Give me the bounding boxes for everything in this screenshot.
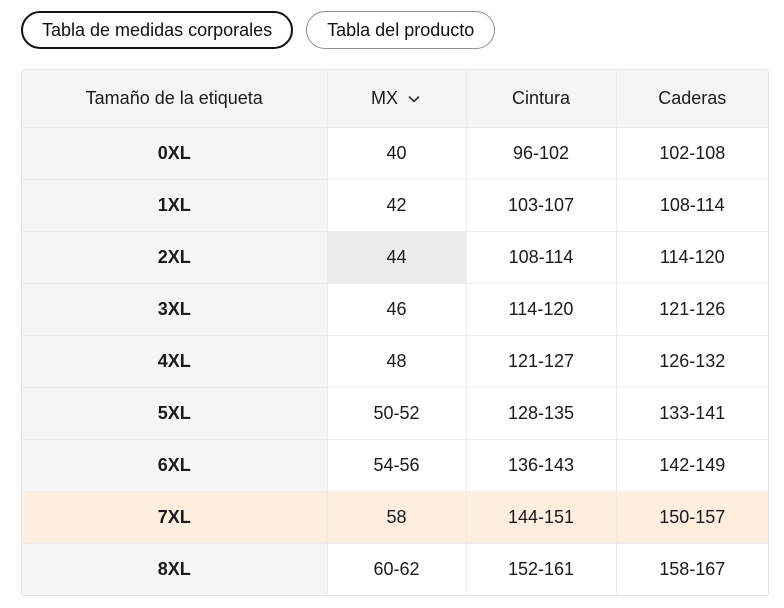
table-row: 4XL 48 121-127 126-132 — [22, 335, 768, 388]
cell-tag-size: 0XL — [22, 127, 328, 180]
cell-tag-size: 5XL — [22, 387, 328, 440]
cell-waist: 121-127 — [466, 335, 617, 388]
tab-product-measurements[interactable]: Tabla del producto — [306, 11, 496, 49]
cell-mx-size: 48 — [327, 335, 467, 388]
size-system-select[interactable]: MX — [371, 88, 422, 109]
cell-hips: 150-157 — [616, 491, 768, 544]
tab-body-measurements[interactable]: Tabla de medidas corporales — [21, 11, 294, 49]
cell-waist: 108-114 — [466, 231, 617, 284]
cell-hips: 133-141 — [616, 387, 768, 440]
cell-tag-size: 8XL — [22, 543, 328, 595]
cell-tag-size: 3XL — [22, 283, 328, 336]
cell-mx-size: 46 — [327, 283, 467, 336]
cell-tag-size: 1XL — [22, 179, 328, 232]
cell-hips: 126-132 — [616, 335, 768, 388]
size-system-label: MX — [371, 88, 398, 108]
table-row: 1XL 42 103-107 108-114 — [22, 179, 768, 232]
header-tag-size: Tamaño de la etiqueta — [22, 70, 328, 128]
cell-mx-size: 54-56 — [327, 439, 467, 492]
cell-waist: 136-143 — [466, 439, 617, 492]
cell-waist: 114-120 — [466, 283, 617, 336]
cell-waist: 144-151 — [466, 491, 617, 544]
table-row: 2XL 44 108-114 114-120 — [22, 231, 768, 284]
cell-tag-size: 6XL — [22, 439, 328, 492]
header-size-system[interactable]: MX — [327, 70, 467, 128]
cell-waist: 128-135 — [466, 387, 617, 440]
cell-hips: 108-114 — [616, 179, 768, 232]
cell-hips: 114-120 — [616, 231, 768, 284]
cell-tag-size: 2XL — [22, 231, 328, 284]
cell-mx-size: 40 — [327, 127, 467, 180]
table-row: 8XL 60-62 152-161 158-167 — [22, 543, 768, 595]
cell-mx-size: 58 — [327, 491, 467, 544]
chart-tabs: Tabla de medidas corporales Tabla del pr… — [21, 11, 496, 49]
cell-hips: 142-149 — [616, 439, 768, 492]
cell-tag-size: 4XL — [22, 335, 328, 388]
cell-mx-size: 60-62 — [327, 543, 467, 595]
table-row: 7XL 58 144-151 150-157 — [22, 491, 768, 544]
cell-hips: 158-167 — [616, 543, 768, 595]
cell-waist: 152-161 — [466, 543, 617, 595]
cell-hips: 121-126 — [616, 283, 768, 336]
size-table: Tamaño de la etiqueta MX Cintura Caderas… — [22, 70, 768, 595]
cell-hips: 102-108 — [616, 127, 768, 180]
cell-tag-size: 7XL — [22, 491, 328, 544]
cell-mx-size: 42 — [327, 179, 467, 232]
size-chart: Tamaño de la etiqueta MX Cintura Caderas… — [21, 69, 769, 596]
cell-waist: 96-102 — [466, 127, 617, 180]
table-row: 0XL 40 96-102 102-108 — [22, 127, 768, 180]
chevron-down-icon — [408, 95, 420, 102]
table-row: 6XL 54-56 136-143 142-149 — [22, 439, 768, 492]
header-waist: Cintura — [466, 70, 617, 128]
cell-mx-size: 44 — [327, 231, 467, 284]
cell-waist: 103-107 — [466, 179, 617, 232]
table-row: 5XL 50-52 128-135 133-141 — [22, 387, 768, 440]
table-row: 3XL 46 114-120 121-126 — [22, 283, 768, 336]
table-header-row: Tamaño de la etiqueta MX Cintura Caderas — [22, 70, 768, 128]
header-hips: Caderas — [616, 70, 768, 128]
cell-mx-size: 50-52 — [327, 387, 467, 440]
